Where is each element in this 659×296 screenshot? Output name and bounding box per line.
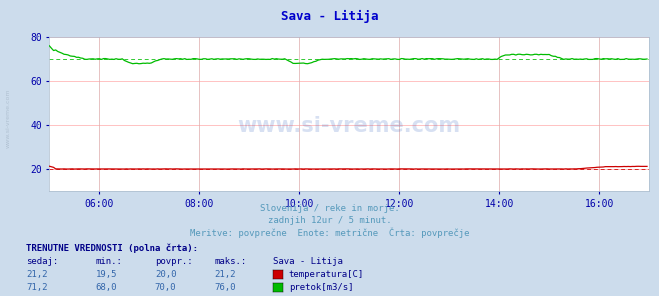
Text: 70,0: 70,0 xyxy=(155,283,177,292)
Text: maks.:: maks.: xyxy=(214,258,246,266)
Text: www.si-vreme.com: www.si-vreme.com xyxy=(6,89,11,148)
Text: zadnjih 12ur / 5 minut.: zadnjih 12ur / 5 minut. xyxy=(268,216,391,225)
Text: Slovenija / reke in morje.: Slovenija / reke in morje. xyxy=(260,204,399,213)
Text: 20,0: 20,0 xyxy=(155,270,177,279)
Text: 19,5: 19,5 xyxy=(96,270,117,279)
Text: povpr.:: povpr.: xyxy=(155,258,192,266)
Text: 21,2: 21,2 xyxy=(214,270,236,279)
Text: temperatura[C]: temperatura[C] xyxy=(289,270,364,279)
Text: 21,2: 21,2 xyxy=(26,270,48,279)
Text: TRENUTNE VREDNOSTI (polna črta):: TRENUTNE VREDNOSTI (polna črta): xyxy=(26,244,198,253)
Text: Sava - Litija: Sava - Litija xyxy=(281,10,378,23)
Text: 71,2: 71,2 xyxy=(26,283,48,292)
Text: min.:: min.: xyxy=(96,258,123,266)
Text: pretok[m3/s]: pretok[m3/s] xyxy=(289,283,353,292)
Text: 76,0: 76,0 xyxy=(214,283,236,292)
Text: www.si-vreme.com: www.si-vreme.com xyxy=(238,116,461,136)
Text: Meritve: povprečne  Enote: metrične  Črta: povprečje: Meritve: povprečne Enote: metrične Črta:… xyxy=(190,227,469,238)
Text: Sava - Litija: Sava - Litija xyxy=(273,258,343,266)
Text: 68,0: 68,0 xyxy=(96,283,117,292)
Text: sedaj:: sedaj: xyxy=(26,258,59,266)
